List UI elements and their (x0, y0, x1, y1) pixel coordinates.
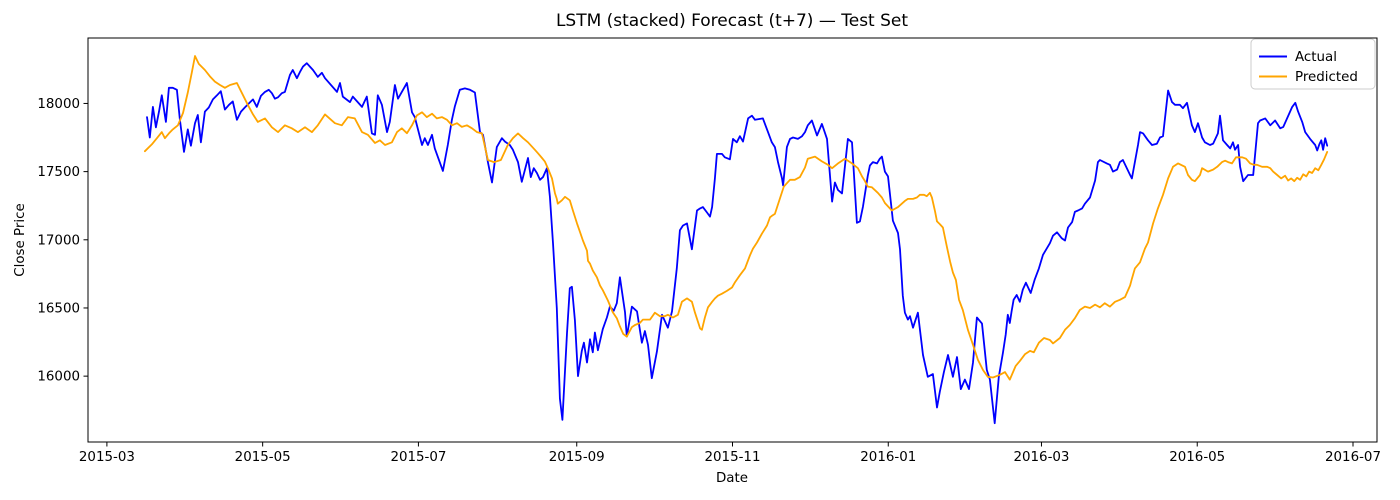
x-tick-label: 2015-05 (235, 450, 291, 465)
chart-title: LSTM (stacked) Forecast (t+7) — Test Set (556, 11, 908, 31)
x-tick-label: 2015-03 (79, 450, 135, 465)
x-tick-label: 2016-05 (1169, 450, 1225, 465)
x-tick-label: 2016-01 (860, 450, 916, 465)
y-tick-label: 17000 (37, 233, 80, 248)
legend: Actual Predicted (1250, 38, 1376, 90)
x-tick-label: 2015-07 (390, 450, 446, 465)
y-tick-label: 16000 (37, 370, 80, 385)
x-tick-label: 2015-11 (705, 450, 761, 465)
x-tick-label: 2016-03 (1013, 450, 1069, 465)
series-predicted (143, 55, 1329, 381)
y-tick-label: 17500 (37, 165, 80, 180)
legend-label-predicted: Predicted (1295, 70, 1358, 85)
y-tick-label: 18000 (37, 97, 80, 112)
y-tick-label: 16500 (37, 301, 80, 316)
series-actual (146, 62, 1329, 425)
series-layer (143, 55, 1329, 425)
legend-label-actual: Actual (1295, 50, 1337, 65)
x-axis-label: Date (716, 471, 748, 486)
axes-layer: 2015-03 2015-05 2015-07 2015-09 2015-11 2016-… (37, 97, 1381, 465)
y-axis-label: Close Price (13, 203, 28, 276)
x-tick-label: 2015-09 (549, 450, 605, 465)
plot-border (87, 37, 1378, 443)
x-tick-label: 2016-07 (1325, 450, 1381, 465)
